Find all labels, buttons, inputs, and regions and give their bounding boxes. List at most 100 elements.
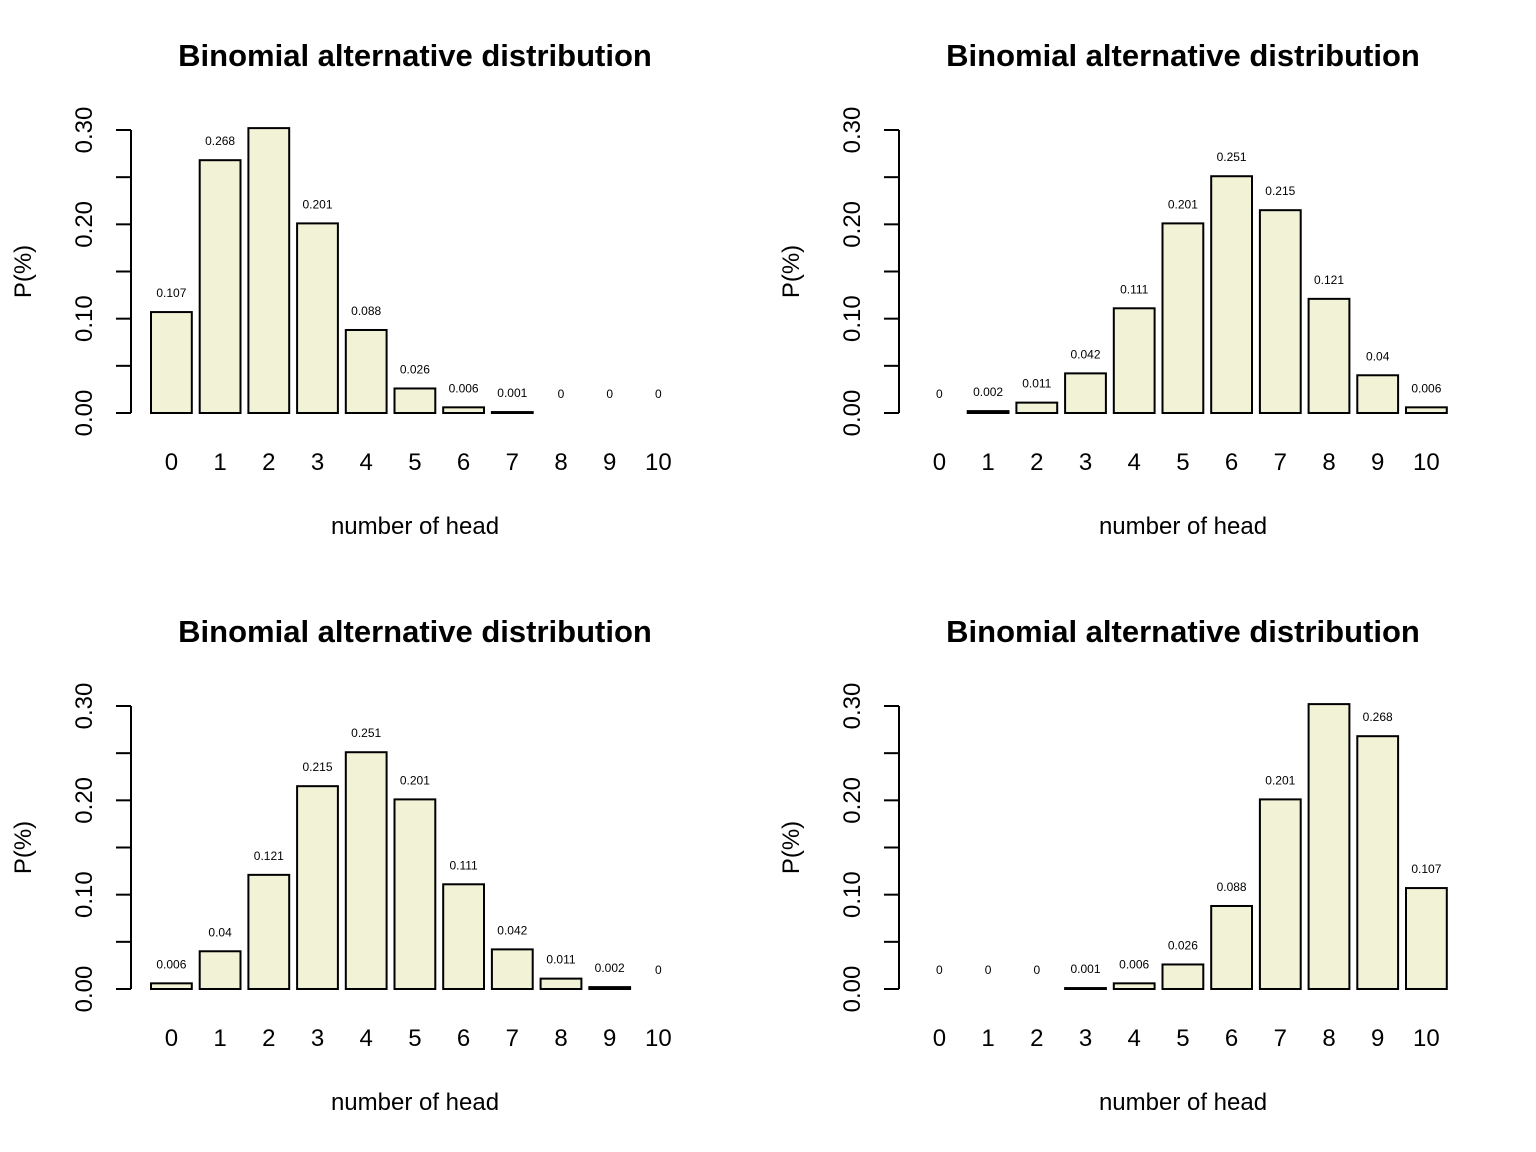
x-tick-label-4: 4 (360, 449, 373, 476)
y-tick-label: 0.00 (839, 966, 866, 1013)
value-label-5: 0.201 (1168, 197, 1198, 211)
y-tick-label: 0.00 (839, 390, 866, 437)
x-axis-label: number of head (1099, 1089, 1267, 1116)
x-tick-label-8: 8 (554, 1025, 567, 1052)
x-tick-label-6: 6 (457, 1025, 470, 1052)
y-tick-label: 0.10 (839, 871, 866, 918)
x-tick-label-3: 3 (1079, 449, 1092, 476)
value-label-0: 0 (936, 963, 943, 977)
value-label-0: 0 (936, 387, 943, 401)
bar-3 (296, 222, 339, 414)
y-tick-label: 0.20 (71, 201, 98, 248)
bar-2 (1015, 401, 1059, 414)
x-tick-label-7: 7 (1274, 449, 1287, 476)
y-tick-label: 0.10 (71, 295, 98, 342)
value-label-8: 0 (558, 387, 565, 401)
bar-7 (1258, 209, 1302, 414)
y-tick-label: 0.20 (839, 201, 866, 248)
x-axis-label: number of head (331, 513, 499, 540)
y-tick-label: 0.20 (839, 777, 866, 824)
y-tick-label: 0.30 (71, 107, 98, 154)
y-tick-label: 0.30 (839, 107, 866, 154)
x-tick-label-0: 0 (933, 1025, 946, 1052)
x-tick-label-4: 4 (1128, 1025, 1141, 1052)
value-label-7: 0.201 (1265, 773, 1295, 787)
x-tick-label-6: 6 (457, 449, 470, 476)
bar-7 (490, 948, 534, 991)
x-tick-label-10: 10 (1413, 1025, 1440, 1052)
y-tick-label: 0.30 (71, 683, 98, 730)
value-label-7: 0.215 (1265, 184, 1295, 198)
value-label-4: 0.251 (351, 726, 381, 740)
x-axis-label: number of head (331, 1089, 499, 1116)
bar-5 (393, 387, 437, 414)
x-tick-label-5: 5 (408, 1025, 421, 1052)
x-tick-label-8: 8 (1322, 449, 1335, 476)
value-label-3: 0.042 (1070, 347, 1100, 361)
bar-8 (1307, 703, 1351, 990)
chart-title: Binomial alternative distribution (178, 614, 652, 649)
y-tick-label: 0.10 (71, 871, 98, 918)
x-tick-label-9: 9 (603, 449, 616, 476)
bar-9 (1356, 374, 1400, 414)
chart-title: Binomial alternative distribution (178, 38, 652, 73)
y-tick-label: 0.20 (71, 777, 98, 824)
bar-6 (1210, 904, 1254, 990)
x-tick-label-2: 2 (262, 449, 275, 476)
value-label-8: 0.011 (546, 953, 575, 967)
value-label-0: 0.107 (156, 286, 186, 300)
x-tick-label-7: 7 (506, 449, 519, 476)
value-label-0: 0.006 (156, 957, 186, 971)
bar-4 (344, 751, 388, 990)
bar-5 (393, 798, 437, 990)
value-label-10: 0.107 (1411, 862, 1441, 876)
bar-1 (198, 950, 242, 990)
x-tick-label-0: 0 (165, 1025, 178, 1052)
bar-7 (1258, 798, 1302, 990)
bar-1 (198, 159, 242, 414)
bar-5 (1161, 963, 1205, 990)
value-label-10: 0 (655, 387, 662, 401)
value-label-3: 0.001 (1070, 962, 1100, 976)
x-tick-label-10: 10 (645, 449, 672, 476)
chart-panel-2: Binomial alternative distribution000.002… (778, 38, 1448, 540)
y-axis-label: P(%) (778, 821, 805, 874)
x-tick-label-1: 1 (213, 1025, 226, 1052)
value-label-10: 0 (655, 963, 662, 977)
value-label-1: 0.268 (205, 134, 235, 148)
value-label-4: 0.088 (351, 304, 381, 318)
x-tick-label-4: 4 (1128, 449, 1141, 476)
value-label-5: 0.026 (400, 362, 430, 376)
y-axis-label: P(%) (778, 245, 805, 298)
value-label-4: 0.111 (1120, 282, 1149, 296)
bar-7 (490, 411, 534, 415)
y-tick-label: 0.10 (839, 295, 866, 342)
bar-8 (539, 977, 583, 990)
bar-2 (247, 873, 291, 990)
chart-panel-3: Binomial alternative distribution 0.006 0 0… (10, 614, 672, 1116)
x-tick-label-10: 10 (1413, 449, 1440, 476)
value-label-3: 0.215 (302, 760, 332, 774)
bar-10 (1405, 406, 1448, 414)
value-label-6: 0.088 (1217, 880, 1247, 894)
x-tick-label-8: 8 (554, 449, 567, 476)
chart-title: Binomial alternative distribution (946, 38, 1420, 73)
bar-3 (296, 785, 339, 990)
bar-9 (1356, 735, 1400, 990)
x-tick-label-1: 1 (213, 449, 226, 476)
x-tick-label-10: 10 (645, 1025, 672, 1052)
value-label-9: 0.002 (595, 961, 625, 975)
x-tick-label-9: 9 (1371, 449, 1384, 476)
x-tick-label-9: 9 (603, 1025, 616, 1052)
bar-3 (1064, 987, 1107, 991)
bar-4 (1112, 982, 1156, 990)
x-tick-label-0: 0 (165, 449, 178, 476)
bar-1 (966, 410, 1010, 415)
chart-panel-1: Binomial alternative distribution0.10700… (10, 38, 672, 540)
x-tick-label-5: 5 (1176, 1025, 1189, 1052)
bar-5 (1161, 222, 1205, 414)
value-label-2: 0.011 (1022, 377, 1051, 391)
bar-3 (1064, 372, 1107, 415)
bar-4 (344, 328, 388, 414)
